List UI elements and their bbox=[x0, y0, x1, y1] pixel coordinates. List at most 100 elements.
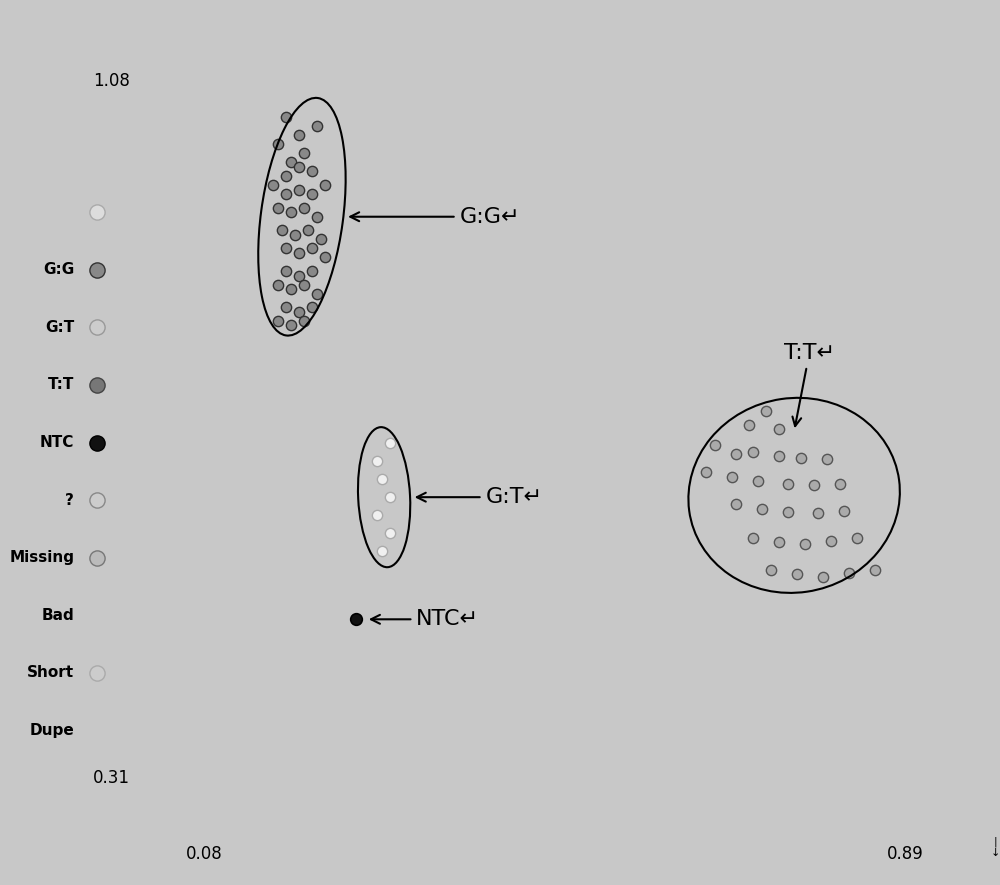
Point bbox=[278, 110, 294, 124]
Point bbox=[304, 300, 320, 314]
Text: T:T↵: T:T↵ bbox=[784, 343, 835, 426]
Point bbox=[382, 435, 398, 450]
Point bbox=[771, 450, 787, 464]
Text: T:T: T:T bbox=[48, 378, 74, 392]
Point bbox=[278, 242, 294, 256]
Point bbox=[758, 404, 774, 419]
Point bbox=[283, 205, 299, 219]
Point bbox=[707, 437, 723, 451]
Point bbox=[780, 504, 796, 519]
Point bbox=[270, 201, 286, 215]
Point bbox=[89, 493, 105, 507]
Point bbox=[287, 227, 303, 242]
Point bbox=[819, 452, 835, 466]
Point bbox=[89, 263, 105, 277]
Point bbox=[278, 187, 294, 201]
Text: Missing: Missing bbox=[9, 550, 74, 565]
Point bbox=[270, 313, 286, 327]
Point bbox=[823, 534, 839, 548]
Point bbox=[309, 210, 325, 224]
Text: Short: Short bbox=[27, 666, 74, 680]
Point bbox=[763, 563, 779, 577]
Point bbox=[698, 465, 714, 479]
Point bbox=[832, 476, 848, 490]
Point bbox=[283, 156, 299, 170]
Text: G:T: G:T bbox=[45, 320, 74, 335]
Point bbox=[754, 502, 770, 516]
Point bbox=[793, 451, 809, 466]
Point bbox=[849, 531, 865, 545]
Point bbox=[724, 470, 740, 484]
Point bbox=[789, 567, 805, 581]
Point bbox=[283, 319, 299, 333]
Text: 0.08: 0.08 bbox=[186, 845, 223, 863]
Point bbox=[797, 537, 813, 551]
Point bbox=[304, 187, 320, 201]
Point bbox=[771, 535, 787, 550]
Point bbox=[296, 146, 312, 160]
Point bbox=[382, 527, 398, 541]
Point bbox=[304, 165, 320, 179]
Point bbox=[89, 320, 105, 335]
Point bbox=[296, 201, 312, 215]
Point bbox=[89, 435, 105, 450]
Point bbox=[841, 566, 857, 581]
Point bbox=[274, 223, 290, 237]
Text: 1.08: 1.08 bbox=[93, 72, 130, 90]
Point bbox=[780, 476, 796, 490]
Text: G:G: G:G bbox=[43, 263, 74, 277]
Text: NTC↵: NTC↵ bbox=[371, 609, 479, 629]
Point bbox=[374, 472, 390, 486]
Point bbox=[728, 447, 744, 461]
Point bbox=[89, 666, 105, 680]
Point bbox=[309, 287, 325, 301]
Point bbox=[291, 304, 307, 319]
Point bbox=[89, 378, 105, 392]
Point bbox=[291, 246, 307, 260]
Point bbox=[741, 418, 757, 432]
Point bbox=[296, 278, 312, 292]
Point bbox=[89, 550, 105, 565]
Point bbox=[291, 182, 307, 196]
Point bbox=[317, 178, 333, 192]
Text: |
↓: | ↓ bbox=[990, 836, 1000, 858]
Text: G:G↵: G:G↵ bbox=[350, 207, 520, 227]
Point bbox=[265, 178, 281, 192]
Text: 0.31: 0.31 bbox=[93, 768, 130, 787]
Point bbox=[374, 544, 390, 558]
Point bbox=[278, 264, 294, 278]
Point bbox=[270, 137, 286, 151]
Point bbox=[283, 282, 299, 296]
Point bbox=[291, 128, 307, 142]
Point bbox=[815, 570, 831, 584]
Point bbox=[296, 313, 312, 327]
Text: NTC: NTC bbox=[40, 435, 74, 450]
Point bbox=[728, 497, 744, 512]
Point bbox=[89, 205, 105, 219]
Text: Bad: Bad bbox=[42, 608, 74, 622]
Point bbox=[836, 504, 852, 518]
Point bbox=[771, 422, 787, 436]
Point bbox=[317, 250, 333, 265]
Point bbox=[270, 278, 286, 292]
Point bbox=[291, 268, 307, 282]
Point bbox=[304, 242, 320, 256]
Point bbox=[291, 160, 307, 174]
Text: 0.89: 0.89 bbox=[886, 845, 923, 863]
Point bbox=[278, 300, 294, 314]
Point bbox=[745, 531, 761, 545]
Point bbox=[750, 473, 766, 488]
Point bbox=[300, 223, 316, 237]
Point bbox=[369, 508, 385, 522]
Point bbox=[304, 264, 320, 278]
Point bbox=[348, 612, 364, 627]
Point bbox=[309, 119, 325, 134]
Point bbox=[867, 563, 883, 577]
Point bbox=[745, 445, 761, 459]
Point bbox=[806, 478, 822, 492]
Text: G:T↵: G:T↵ bbox=[417, 487, 542, 507]
Point bbox=[313, 232, 329, 246]
Text: ?: ? bbox=[65, 493, 74, 507]
Text: Dupe: Dupe bbox=[30, 723, 74, 737]
Point bbox=[369, 454, 385, 468]
